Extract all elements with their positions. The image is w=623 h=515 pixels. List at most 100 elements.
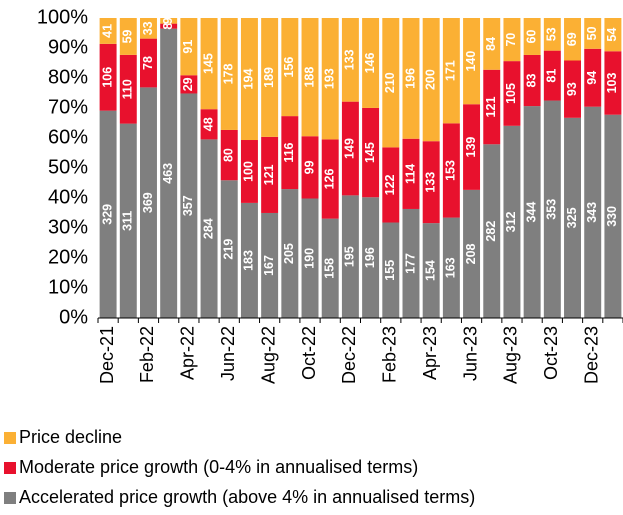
x-tick-label: Apr-22 xyxy=(178,326,198,380)
bar-segment xyxy=(523,106,541,318)
bar-segment xyxy=(180,18,198,76)
bar-segment xyxy=(321,18,339,140)
bar-segment xyxy=(382,18,400,148)
value-label: 70 xyxy=(504,33,518,47)
value-label: 146 xyxy=(363,52,377,73)
legend-marker xyxy=(4,462,16,474)
value-label: 91 xyxy=(181,40,195,54)
value-label: 33 xyxy=(141,21,155,35)
bar-segment xyxy=(483,144,501,318)
value-label: 195 xyxy=(343,246,357,267)
bar-segment xyxy=(442,123,460,218)
bar-segment xyxy=(240,18,258,141)
bar-segment xyxy=(140,87,157,318)
value-label: 193 xyxy=(323,68,337,89)
value-label: 344 xyxy=(524,202,538,223)
value-label: 219 xyxy=(222,239,236,260)
value-label: 156 xyxy=(282,57,296,78)
x-tick-label: Jun-23 xyxy=(460,326,480,381)
bar-segment xyxy=(362,107,380,198)
value-label: 133 xyxy=(423,172,437,193)
bar-segment xyxy=(301,136,319,199)
bar-segment xyxy=(119,18,137,55)
bar-segment xyxy=(483,18,501,70)
value-label: 312 xyxy=(504,211,518,232)
value-label: 50 xyxy=(585,26,599,40)
bar-segment xyxy=(503,18,521,62)
value-label: 145 xyxy=(363,142,377,163)
bar-segment xyxy=(604,51,622,115)
value-label: 353 xyxy=(545,199,559,220)
legend-marker xyxy=(4,432,16,444)
bar-segment xyxy=(442,18,460,124)
bar-segment xyxy=(321,218,339,318)
value-label: 83 xyxy=(524,74,538,88)
value-label: 153 xyxy=(444,160,458,181)
value-label: 329 xyxy=(100,204,114,225)
value-label: 205 xyxy=(282,243,296,264)
bar-segment xyxy=(422,18,440,142)
x-tick-label: Oct-22 xyxy=(299,326,319,380)
y-tick-label: 80% xyxy=(48,66,88,88)
bar-segment xyxy=(362,18,380,108)
value-label: 357 xyxy=(181,195,195,216)
bar-segment xyxy=(564,18,581,61)
y-tick-label: 90% xyxy=(48,36,88,58)
bar-segment xyxy=(220,18,238,130)
value-label: 126 xyxy=(323,169,337,190)
bar-segment xyxy=(180,93,198,318)
value-label: 139 xyxy=(464,137,478,158)
bar-segment xyxy=(119,54,137,124)
x-tick-label: Jun-22 xyxy=(218,326,238,381)
y-tick-label: 10% xyxy=(48,276,88,298)
bar-segment xyxy=(584,48,602,107)
bar-segment xyxy=(281,18,299,117)
value-label: 369 xyxy=(141,192,155,213)
bar-segment xyxy=(261,18,279,137)
bar-segment xyxy=(402,18,420,139)
y-tick-label: 60% xyxy=(48,126,88,148)
value-label: 116 xyxy=(282,142,296,162)
value-label: 178 xyxy=(222,64,236,85)
value-label: 8 xyxy=(161,23,175,30)
bar-segment xyxy=(119,123,137,318)
value-label: 105 xyxy=(504,83,518,104)
bar-segment xyxy=(584,18,602,49)
value-label: 154 xyxy=(423,260,437,281)
value-label: 80 xyxy=(222,148,236,162)
bar-segment xyxy=(463,18,481,105)
value-label: 133 xyxy=(343,49,357,70)
y-tick-label: 30% xyxy=(48,216,88,238)
bar-segment xyxy=(140,18,157,39)
value-label: 196 xyxy=(403,68,417,89)
value-label: 122 xyxy=(383,174,397,195)
bar-segment xyxy=(604,18,622,52)
bar-segment xyxy=(503,61,521,126)
bar-segment xyxy=(362,197,380,318)
x-tick-label: Feb-23 xyxy=(380,326,400,383)
bar-segment xyxy=(160,18,178,24)
value-label: 189 xyxy=(262,67,276,88)
value-label: 282 xyxy=(484,221,498,242)
bar-segment xyxy=(301,18,319,137)
bar-segment xyxy=(160,23,178,29)
value-label: 325 xyxy=(565,207,579,228)
bar-segment xyxy=(240,202,258,318)
value-label: 463 xyxy=(161,163,175,184)
value-label: 171 xyxy=(444,60,458,81)
value-label: 200 xyxy=(423,69,437,90)
value-label: 29 xyxy=(181,77,195,91)
bar-segment xyxy=(200,18,218,110)
bar-segment xyxy=(402,208,420,318)
value-label: 167 xyxy=(262,255,276,276)
bar-segment xyxy=(281,189,299,318)
bar-segment xyxy=(463,104,481,190)
value-label: 100 xyxy=(242,161,256,182)
bar-segment xyxy=(99,110,117,318)
bar-segment xyxy=(422,141,440,224)
bar-segment xyxy=(200,109,218,140)
y-tick-label: 70% xyxy=(48,96,88,118)
value-label: 53 xyxy=(545,27,559,41)
value-label: 163 xyxy=(444,257,458,278)
y-tick-label: 20% xyxy=(48,246,88,268)
